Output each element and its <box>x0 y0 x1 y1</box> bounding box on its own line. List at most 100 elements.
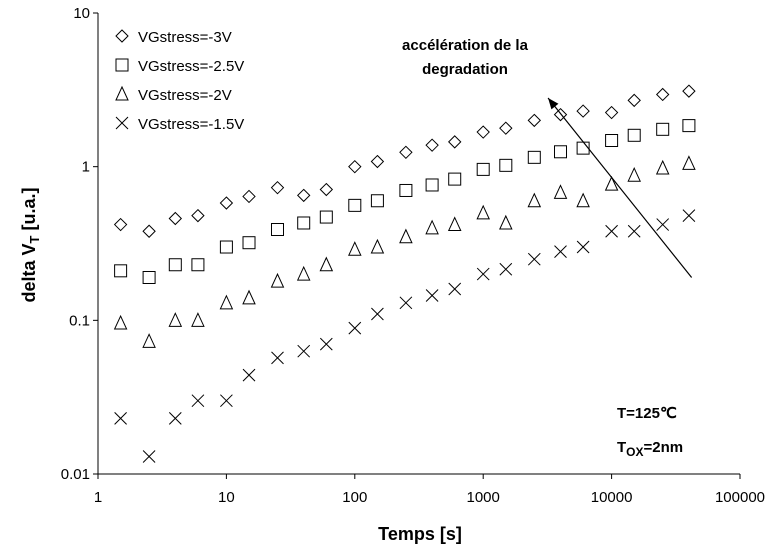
data-point-square <box>627 128 641 142</box>
data-point-diamond <box>553 107 568 122</box>
data-point-cross <box>297 344 311 358</box>
data-point-cross <box>114 412 127 425</box>
data-point-cross <box>682 209 696 223</box>
data-point-diamond <box>682 84 696 98</box>
data-point-diamond <box>348 159 362 174</box>
legend-label: VGstress=-3V <box>138 29 232 46</box>
data-point-square <box>656 122 670 136</box>
data-point-triangle <box>499 214 513 230</box>
data-point-square <box>242 236 256 250</box>
data-point-triangle <box>627 167 641 182</box>
data-point-cross <box>499 262 513 276</box>
legend-label: VGstress=-2V <box>138 87 232 104</box>
data-point-square <box>476 162 490 176</box>
data-point-diamond <box>191 208 205 223</box>
data-point-cross <box>576 240 590 254</box>
legend-marker-cross <box>115 116 129 130</box>
y-tick-label: 10 <box>73 5 90 22</box>
y-axis-title-subscript: T <box>27 235 42 243</box>
data-point-triangle <box>447 216 462 232</box>
data-point-triangle <box>348 241 362 256</box>
data-point-diamond <box>627 93 641 108</box>
data-point-triangle <box>113 314 128 330</box>
data-point-square <box>499 158 513 172</box>
data-point-cross-stroke-b <box>142 450 156 463</box>
data-point-cross-stroke-b <box>114 412 127 425</box>
x-tick-label: 10000 <box>591 489 633 506</box>
data-point-triangle <box>399 228 413 244</box>
data-point-cross-stroke-b <box>191 394 205 408</box>
oxide-thickness-label: TOX=2nm <box>617 439 683 459</box>
y-axis-title-main: delta V <box>19 243 39 302</box>
data-point-triangle <box>553 184 568 199</box>
x-tick-label: 10 <box>218 489 235 506</box>
marks-layer <box>113 84 696 463</box>
data-point-triangle <box>191 312 205 327</box>
data-point-cross <box>371 307 384 321</box>
temperature-label: T=125℃ <box>617 405 677 422</box>
data-point-cross-stroke-b <box>319 337 333 351</box>
data-point-cross-stroke-b <box>399 296 413 310</box>
oxide-thickness-value: =2nm <box>644 439 684 456</box>
data-point-cross <box>319 337 333 351</box>
data-point-cross-stroke-b <box>448 282 462 296</box>
y-tick-label: 0.01 <box>61 466 90 483</box>
data-point-cross <box>348 321 362 335</box>
data-point-cross <box>605 224 618 238</box>
data-point-cross-stroke-b <box>656 218 670 231</box>
data-point-cross-stroke-b <box>627 224 641 238</box>
data-point-diamond <box>655 87 670 102</box>
data-point-square <box>114 264 128 278</box>
data-point-triangle <box>604 175 619 191</box>
data-point-cross-stroke-b <box>220 394 233 408</box>
data-point-square <box>270 223 284 237</box>
data-point-diamond <box>142 224 156 238</box>
data-point-triangle <box>142 333 156 348</box>
y-tick-label: 0.1 <box>69 312 90 329</box>
data-point-cross <box>627 224 641 238</box>
data-point-diamond <box>242 189 256 204</box>
legend-marker-cross-stroke-b <box>115 116 129 130</box>
x-tick-label: 1 <box>94 489 102 506</box>
data-point-cross-stroke-b <box>242 368 256 382</box>
data-point-cross <box>168 412 182 425</box>
data-point-cross-stroke-b <box>554 245 567 258</box>
data-point-cross-stroke-b <box>605 224 618 238</box>
data-point-cross <box>142 450 156 463</box>
x-tick-label: 1000 <box>467 489 500 506</box>
data-point-square <box>370 194 384 208</box>
y-axis-title: delta VT [u.a.] <box>19 188 42 303</box>
data-point-triangle <box>319 256 334 272</box>
data-point-triangle <box>476 204 490 220</box>
degradation-arrow-line <box>547 97 693 278</box>
oxide-thickness-main: T <box>617 439 626 456</box>
data-point-cross-stroke-b <box>527 252 541 266</box>
data-point-cross <box>554 245 567 258</box>
data-point-cross <box>527 252 541 266</box>
data-point-diamond <box>476 125 490 139</box>
data-point-cross-stroke-b <box>682 209 696 223</box>
degradation-arrow-head <box>548 97 559 110</box>
data-point-triangle <box>576 192 590 208</box>
data-point-diamond <box>576 104 590 118</box>
data-point-cross <box>448 282 462 296</box>
data-point-cross <box>425 289 439 302</box>
data-point-square <box>219 240 233 254</box>
arrow-label-line1: accélération de la <box>402 37 529 54</box>
oxide-thickness-subscript: OX <box>626 445 643 459</box>
data-point-cross-stroke-b <box>271 351 284 365</box>
data-point-cross <box>191 394 205 408</box>
data-point-cross <box>399 296 413 310</box>
data-point-diamond <box>219 196 234 210</box>
data-point-triangle <box>219 294 234 310</box>
data-point-triangle <box>425 219 439 235</box>
data-point-triangle <box>682 155 696 170</box>
data-point-square <box>319 210 333 224</box>
data-point-cross-stroke-b <box>348 321 362 335</box>
data-point-triangle <box>370 238 385 254</box>
data-point-diamond <box>296 188 311 203</box>
legend-marker-triangle <box>115 85 129 101</box>
data-point-square <box>682 119 696 133</box>
data-point-square <box>297 216 311 230</box>
data-point-diamond <box>425 138 439 152</box>
